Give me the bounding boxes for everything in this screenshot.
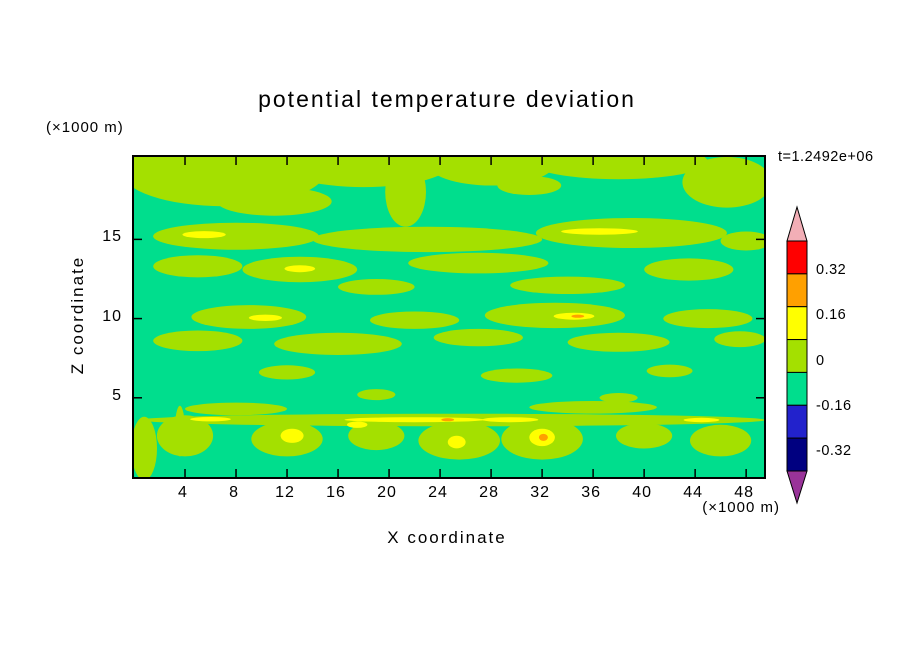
colorbar-tick-label: 0 <box>816 352 825 369</box>
contour-blob <box>682 157 764 208</box>
colorbar-segment <box>786 437 808 472</box>
plot-area <box>132 155 766 479</box>
colorbar-segment <box>786 371 808 406</box>
contour-blob <box>134 416 157 477</box>
colorbar-overflow-top <box>786 205 808 242</box>
contour-blob <box>644 258 734 281</box>
contour-blob <box>497 176 562 195</box>
colorbar-scale <box>786 205 808 505</box>
contour-blob <box>182 231 226 239</box>
chart-title: potential temperature deviation <box>258 86 636 112</box>
contour-blob <box>441 418 455 422</box>
contour-blob <box>153 222 319 250</box>
contour-blob <box>357 389 396 401</box>
contour-field <box>134 157 764 477</box>
contour-blob <box>190 417 231 422</box>
contour-blob <box>663 309 753 329</box>
contour-blob <box>347 421 368 428</box>
x-tick-label: 8 <box>229 484 239 501</box>
contour-blob <box>385 157 426 227</box>
contour-blob <box>280 428 304 443</box>
contour-blob <box>258 365 316 380</box>
contour-blob <box>567 332 670 352</box>
contour-blob <box>248 314 282 321</box>
colorbar: 0.32 0.16 0 -0.16 -0.32 <box>784 205 904 515</box>
contour-blob <box>510 276 625 294</box>
contour-blob <box>312 226 543 253</box>
y-tick-label: 10 <box>102 307 122 325</box>
y-tick-label: 5 <box>112 386 122 404</box>
contour-blob <box>408 252 549 274</box>
colorbar-tick-label: -0.16 <box>816 397 852 414</box>
contour-blob <box>433 328 523 347</box>
x-axis-title: X coordinate <box>387 528 507 547</box>
contour-blob <box>274 332 402 355</box>
contour-blob <box>690 424 752 457</box>
x-axis-unit-label: (×1000 m) <box>702 499 780 516</box>
contour-blob <box>284 265 316 273</box>
x-tick-label: 16 <box>326 484 346 501</box>
contour-blob <box>529 157 708 180</box>
contour-blob <box>482 417 539 423</box>
contour-blob <box>599 393 638 403</box>
contour-blob <box>571 314 585 318</box>
colorbar-overflow-bottom <box>786 470 808 505</box>
x-tick-label: 4 <box>178 484 188 501</box>
contour-blob <box>720 231 764 251</box>
colorbar-tick-label: 0.32 <box>816 262 847 278</box>
contour-blob <box>156 415 214 457</box>
contour-blob <box>185 402 287 416</box>
x-tick-label: 20 <box>377 484 397 501</box>
y-axis-unit-label: (×1000 m) <box>46 119 124 136</box>
colorbar-segment <box>786 306 808 341</box>
contour-blob <box>153 255 243 278</box>
contour-blob <box>538 433 548 441</box>
colorbar-segment <box>786 339 808 373</box>
colorbar-tick-label: 0.16 <box>816 307 847 324</box>
contour-blob <box>370 311 460 329</box>
y-tick-label: 15 <box>102 228 122 246</box>
contour-blob <box>480 368 553 383</box>
contour-blob <box>616 423 673 449</box>
colorbar-segment <box>786 273 808 308</box>
contour-blob <box>344 417 485 423</box>
y-axis-title: Z coordinate <box>68 255 87 375</box>
x-tick-label: 28 <box>479 484 499 501</box>
contour-blob <box>174 405 185 457</box>
contour-blob <box>561 228 638 235</box>
x-tick-label: 12 <box>275 484 295 501</box>
colorbar-segment <box>786 240 808 275</box>
contour-blob <box>683 417 720 423</box>
contour-blob <box>646 364 693 378</box>
colorbar-tick-label: -0.32 <box>816 443 852 459</box>
contour-blob <box>338 279 415 295</box>
contour-blob <box>348 421 405 451</box>
colorbar-segment <box>786 404 808 439</box>
x-tick-label: 24 <box>428 484 448 501</box>
contour-blob <box>714 331 764 348</box>
contour-blob <box>216 187 332 216</box>
contour-blob <box>191 305 307 329</box>
x-tick-label: 32 <box>530 484 550 501</box>
contour-blob <box>529 401 657 414</box>
contour-blob <box>447 435 466 449</box>
timestamp-label: t=1.2492e+06 <box>778 149 874 165</box>
contour-blob <box>153 330 243 352</box>
